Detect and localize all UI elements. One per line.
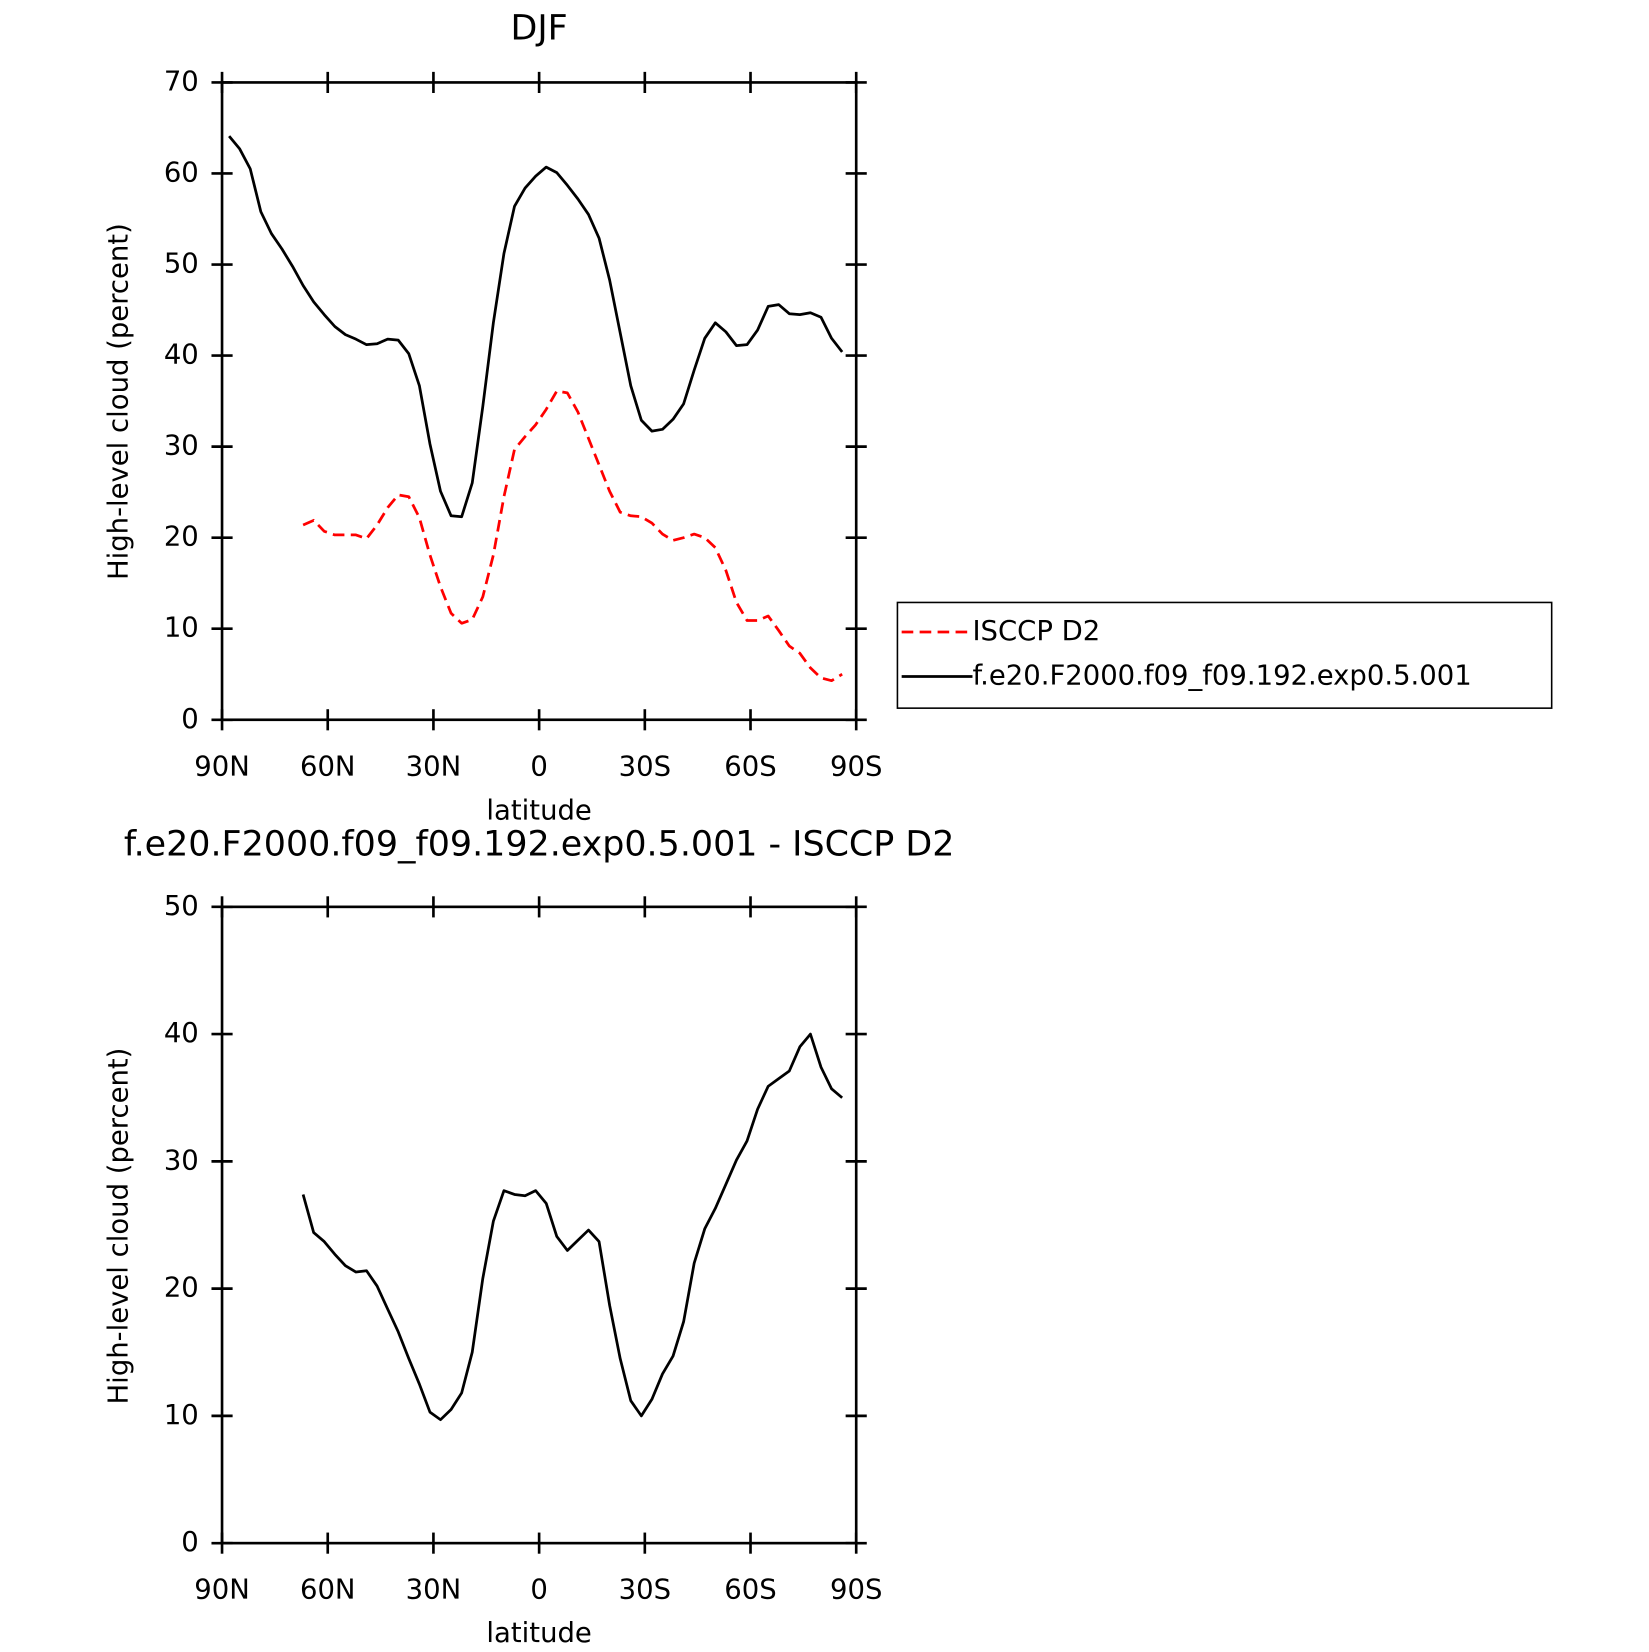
x-axis-label: latitude [486, 795, 591, 827]
series-line [228, 135, 844, 519]
x-tick-label: 60N [300, 1574, 356, 1606]
x-tick-label: 60S [724, 750, 776, 782]
y-tick-label: 40 [164, 339, 199, 371]
y-tick-label: 10 [164, 1399, 199, 1431]
x-tick-label: 30S [619, 1574, 671, 1606]
y-axis-label: High-level cloud (percent) [103, 223, 135, 580]
x-tick-label: 30N [406, 750, 462, 782]
x-tick-label: 90N [194, 1574, 250, 1606]
y-tick-label: 30 [164, 1144, 199, 1176]
y-tick-label: 70 [164, 65, 199, 97]
x-tick-label: 30S [619, 750, 671, 782]
x-axis-label: latitude [486, 1617, 591, 1649]
legend-label: f.e20.F2000.f09_f09.192.exp0.5.001 [972, 659, 1471, 691]
legend-label: ISCCP D2 [972, 615, 1100, 647]
y-tick-label: 20 [164, 1272, 199, 1304]
y-tick-label: 20 [164, 521, 199, 553]
plot-frame [220, 905, 858, 1545]
plot-frame [220, 81, 858, 722]
y-tick-label: 40 [164, 1017, 199, 1049]
chart-title: f.e20.F2000.f09_f09.192.exp0.5.001 - ISC… [124, 825, 955, 865]
x-tick-label: 60N [300, 750, 356, 782]
y-axis-label: High-level cloud (percent) [103, 1048, 135, 1405]
x-tick-label: 0 [530, 750, 547, 782]
y-tick-label: 10 [164, 612, 199, 644]
series-line [301, 1032, 844, 1422]
chart-title: DJF [511, 9, 568, 49]
y-tick-label: 50 [164, 890, 199, 922]
x-tick-label: 90N [194, 750, 250, 782]
series-line [302, 389, 843, 683]
x-tick-label: 0 [530, 1574, 547, 1606]
y-tick-label: 0 [181, 1526, 198, 1558]
y-tick-label: 0 [181, 703, 198, 735]
x-tick-label: 60S [724, 1574, 776, 1606]
x-tick-label: 90S [830, 1574, 882, 1606]
y-tick-label: 50 [164, 248, 199, 280]
legend-box [896, 601, 1553, 709]
y-tick-label: 60 [164, 156, 199, 188]
y-tick-label: 30 [164, 430, 199, 462]
x-tick-label: 90S [830, 750, 882, 782]
x-tick-label: 30N [406, 1574, 462, 1606]
